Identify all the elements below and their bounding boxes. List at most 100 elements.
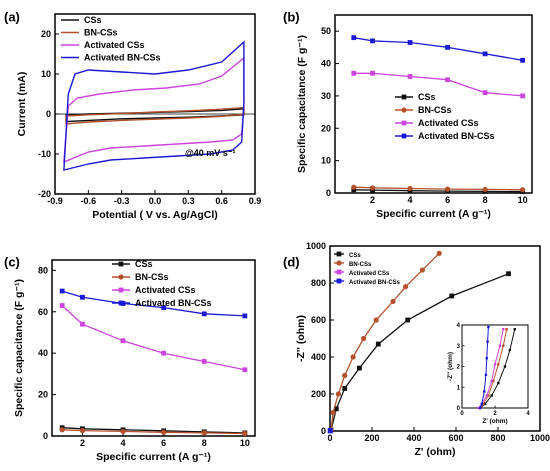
- x-tick-label: 0.0: [149, 196, 162, 206]
- inset-data-point: [498, 344, 502, 347]
- data-point: [506, 271, 511, 277]
- y-tick-label: 0: [321, 426, 326, 436]
- series-line: [61, 290, 245, 317]
- data-point: [407, 185, 413, 192]
- inset-data-point: [480, 402, 483, 406]
- data-point: [161, 305, 167, 311]
- chart-panel-3: (c) 2 4 6 8 10 0 20 40 60 80 Specific current (A g⁻…: [4, 254, 256, 463]
- data-point: [120, 338, 126, 344]
- data-point: [80, 294, 85, 300]
- x-tick-label: 2: [80, 438, 85, 448]
- y-tick-label: 800: [311, 278, 326, 288]
- data-point: [336, 278, 342, 284]
- data-point: [520, 93, 526, 99]
- inset-data-point: [486, 340, 489, 343]
- inset-x-tick-label: 0: [460, 411, 464, 417]
- y-tick-label: 30: [321, 91, 331, 101]
- inset-data-point: [502, 327, 505, 331]
- inset-y-tick-label: 0: [457, 406, 461, 412]
- series-activated-bn-css: [327, 428, 333, 434]
- data-point: [59, 288, 65, 294]
- data-point: [336, 251, 342, 257]
- legend-label: CSs: [418, 92, 436, 102]
- x-tick-label: 0.3: [182, 196, 195, 206]
- inset-data-point: [505, 327, 508, 331]
- inset-chart: 0 2 4 0 1 2 3 4 Z' (ohm) -Z'' (ohm): [447, 323, 530, 425]
- x-tick-label: -0.9: [47, 196, 63, 206]
- series-activated-css: [351, 70, 526, 99]
- x-tick-label: -0.6: [81, 196, 97, 206]
- series-activated-bn-css: [351, 35, 526, 63]
- inset-data-point: [503, 365, 507, 368]
- y-tick-label: 80: [38, 265, 48, 275]
- inset-x-tick-label: 2: [493, 411, 497, 417]
- x-tick-label: -0.3: [114, 196, 130, 206]
- inset-y-tick-label: 2: [457, 365, 461, 371]
- y-tick-label: 40: [38, 348, 48, 358]
- legend: CSs BN-CSs Activated CSs Activated BN-CSs: [395, 92, 495, 141]
- data-point: [336, 269, 342, 275]
- data-point: [436, 250, 442, 256]
- data-point: [335, 391, 341, 397]
- legend-label: CSs: [135, 259, 153, 269]
- data-point: [201, 311, 207, 317]
- x-tick-label: 600: [448, 433, 463, 443]
- x-tick-label: 8: [483, 195, 488, 205]
- data-point: [405, 317, 411, 323]
- series-line: [330, 273, 509, 431]
- series-bn-css: [59, 427, 248, 437]
- x-axis-label: Specific current (A g⁻¹): [376, 208, 491, 220]
- data-point: [351, 70, 357, 76]
- panel-label: (c): [4, 254, 20, 269]
- inset-data-point: [483, 402, 487, 406]
- data-point: [482, 186, 488, 193]
- inset-x-tick-label: 4: [526, 411, 530, 417]
- inset-y-axis-label: -Z'' (ohm): [447, 352, 454, 381]
- inset-data-point: [490, 379, 493, 383]
- y-tick-label: 400: [311, 352, 326, 362]
- data-point: [333, 406, 339, 412]
- cv-loop: [63, 40, 245, 171]
- data-point: [407, 40, 413, 45]
- inset-data-point: [482, 402, 485, 406]
- data-point: [373, 317, 379, 323]
- legend-label: BN-CSs: [418, 105, 452, 115]
- x-tick-label: 8: [202, 438, 207, 448]
- series-line: [353, 72, 523, 97]
- legend-label: Activated CSs: [349, 271, 390, 277]
- data-point: [370, 70, 375, 76]
- y-tick-label: -20: [38, 189, 51, 199]
- data-point: [342, 386, 348, 391]
- series-line: [61, 305, 245, 371]
- series-bn-css: [351, 184, 526, 193]
- inset-data-point: [483, 390, 486, 393]
- data-point: [401, 133, 407, 139]
- x-axis-label: Z' (ohm): [415, 446, 456, 458]
- data-point: [482, 51, 488, 57]
- y-tick-label: 10: [41, 69, 51, 79]
- inset-data-point: [497, 381, 500, 385]
- data-point: [445, 44, 450, 50]
- scan-rate-annotation: @40 mV s⁻¹: [185, 148, 236, 158]
- legend-label: Activated BN-CSs: [418, 131, 495, 141]
- y-tick-label: 60: [38, 307, 48, 317]
- x-tick-label: 0.9: [249, 196, 262, 206]
- data-point: [351, 184, 357, 190]
- data-point: [369, 185, 376, 191]
- series-bn-css: [328, 250, 442, 433]
- panel-label: (b): [283, 9, 300, 24]
- data-point: [118, 300, 124, 306]
- x-tick-label: 10: [240, 438, 250, 448]
- data-point: [242, 313, 248, 319]
- y-tick-label: 20: [321, 123, 331, 133]
- inset-data-point: [490, 394, 493, 397]
- data-point: [375, 341, 381, 347]
- x-tick-label: 2: [370, 195, 375, 205]
- data-point: [419, 267, 425, 273]
- y-axis-label: Specific capacitance (F g⁻¹): [296, 35, 308, 173]
- x-tick-label: 6: [161, 438, 166, 448]
- x-tick-label: 4: [408, 195, 413, 205]
- data-point: [118, 287, 124, 293]
- data-point: [407, 74, 413, 79]
- data-point: [342, 372, 348, 379]
